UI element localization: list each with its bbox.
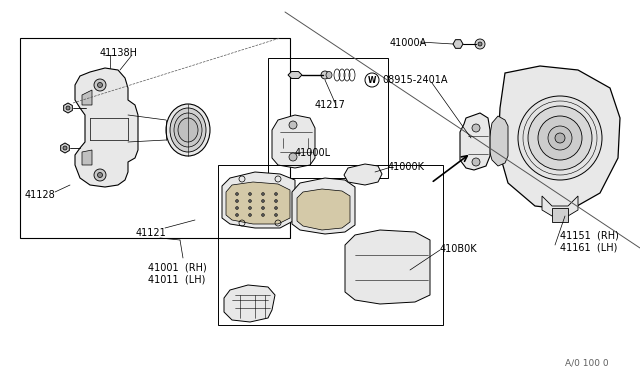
Circle shape <box>289 121 297 129</box>
Text: W: W <box>368 76 376 84</box>
Polygon shape <box>82 150 92 165</box>
Polygon shape <box>61 143 69 153</box>
Text: 08915-2401A: 08915-2401A <box>382 75 447 85</box>
Text: 41011  (LH): 41011 (LH) <box>148 275 205 285</box>
Polygon shape <box>460 113 490 170</box>
Text: 41128: 41128 <box>25 190 56 200</box>
Circle shape <box>262 192 264 196</box>
Circle shape <box>248 199 252 202</box>
Polygon shape <box>272 115 315 168</box>
Ellipse shape <box>321 71 329 79</box>
Circle shape <box>97 83 102 87</box>
Polygon shape <box>63 103 72 113</box>
Bar <box>552 208 568 222</box>
Circle shape <box>262 214 264 217</box>
Polygon shape <box>498 66 620 210</box>
Bar <box>20 38 290 238</box>
Circle shape <box>248 214 252 217</box>
Circle shape <box>94 79 106 91</box>
Text: 41161  (LH): 41161 (LH) <box>560 242 618 252</box>
Circle shape <box>275 192 278 196</box>
Circle shape <box>248 192 252 196</box>
Circle shape <box>538 116 582 160</box>
Circle shape <box>236 214 239 217</box>
Circle shape <box>94 169 106 181</box>
Circle shape <box>236 192 239 196</box>
Text: 41151  (RH): 41151 (RH) <box>560 230 619 240</box>
Circle shape <box>478 42 482 46</box>
Circle shape <box>262 199 264 202</box>
Polygon shape <box>297 189 350 230</box>
Ellipse shape <box>326 71 332 78</box>
Circle shape <box>555 133 565 143</box>
Circle shape <box>248 206 252 209</box>
Circle shape <box>236 199 239 202</box>
Polygon shape <box>345 230 430 304</box>
Ellipse shape <box>166 104 210 156</box>
Circle shape <box>528 106 592 170</box>
Circle shape <box>236 206 239 209</box>
Text: 41000L: 41000L <box>295 148 331 158</box>
Text: 410B0K: 410B0K <box>440 244 477 254</box>
Circle shape <box>475 39 485 49</box>
Circle shape <box>472 124 480 132</box>
Polygon shape <box>82 90 92 105</box>
Ellipse shape <box>170 108 206 152</box>
Polygon shape <box>344 164 382 185</box>
Circle shape <box>275 199 278 202</box>
Text: 41000K: 41000K <box>388 162 425 172</box>
Text: 41000A: 41000A <box>390 38 428 48</box>
Polygon shape <box>542 196 578 216</box>
Text: 41138H: 41138H <box>100 48 138 58</box>
Bar <box>218 165 443 325</box>
Ellipse shape <box>174 113 202 147</box>
Polygon shape <box>224 285 275 322</box>
Circle shape <box>275 206 278 209</box>
Circle shape <box>63 146 67 150</box>
Circle shape <box>548 126 572 150</box>
Circle shape <box>66 106 70 110</box>
Circle shape <box>262 206 264 209</box>
Circle shape <box>275 214 278 217</box>
Ellipse shape <box>178 118 198 142</box>
Text: 41217: 41217 <box>315 100 346 110</box>
Polygon shape <box>488 116 508 166</box>
Polygon shape <box>75 68 138 187</box>
Text: A∕0 100 0: A∕0 100 0 <box>565 358 609 367</box>
Polygon shape <box>453 40 463 48</box>
Bar <box>268 58 388 178</box>
Polygon shape <box>222 172 295 228</box>
Polygon shape <box>288 71 302 78</box>
Circle shape <box>472 158 480 166</box>
Circle shape <box>289 153 297 161</box>
Text: 41121: 41121 <box>136 228 167 238</box>
Circle shape <box>97 173 102 177</box>
Circle shape <box>518 96 602 180</box>
Polygon shape <box>226 182 290 224</box>
Text: 41001  (RH): 41001 (RH) <box>148 262 207 272</box>
Polygon shape <box>292 178 355 234</box>
